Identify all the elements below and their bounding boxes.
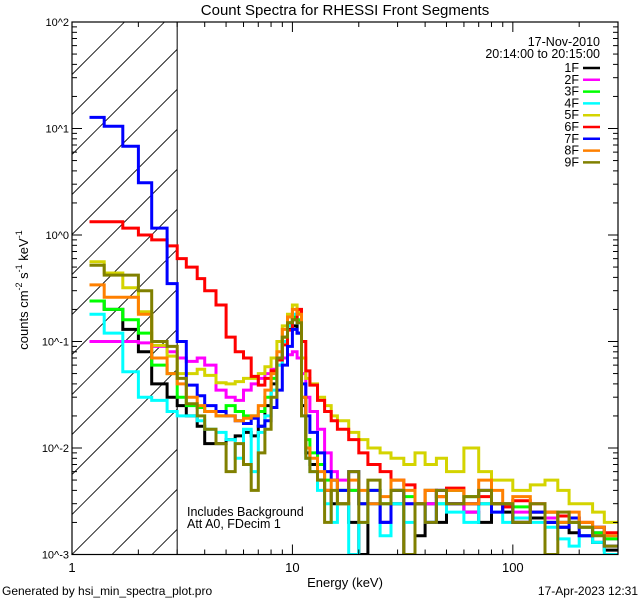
legend-label-2F: 2F [564,73,579,87]
y-tick-label: 10^1 [45,124,69,136]
y-label-exp2: -1 [14,264,24,272]
x-tick-label: 10 [285,560,299,575]
y-label-mid: s [16,272,31,283]
legend-date: 17-Nov-2010 [528,35,600,49]
hatch-line [72,168,177,276]
footer-timestamp: 17-Apr-2023 12:31 [538,584,638,598]
legend-label-8F: 8F [564,144,579,158]
legend-label-5F: 5F [564,108,579,122]
hatch-line [72,248,177,356]
hatch-line [72,22,166,116]
axis-tick-labels: 1 10 100 [68,560,523,575]
hatch-line [72,128,177,236]
legend-label-1F: 1F [564,61,579,75]
hatch-line [111,488,177,555]
legend-label-9F: 9F [564,155,579,169]
plot-frame [71,21,619,556]
legend-label-6F: 6F [564,120,579,134]
x-tick-label: 100 [502,560,524,575]
y-tick-label: 10^0 [45,230,69,242]
annotation-background: Includes Background [187,505,304,519]
annotation-attenuator: Att A0, FDecim 1 [187,517,281,531]
series-9F [89,263,618,555]
series-1F [89,299,618,555]
footer-generated-by: Generated by hsi_min_spectra_plot.pro [2,584,212,598]
chart-title: Count Spectra for RHESSI Front Segments [201,2,489,19]
y-tick-labels: 10^-3 10^-2 10^-1 10^0 10^1 10^2 [42,17,69,562]
hatch-line [312,0,640,555]
legend-label-4F: 4F [564,96,579,110]
x-axis-label: Energy (keV) [307,575,383,590]
hatch-line [72,48,177,156]
y-label-exp1: -2 [14,282,24,290]
legend-label-3F: 3F [564,85,579,99]
axis-ticks [71,21,619,555]
y-tick-label: 10^-2 [42,443,69,455]
series-group [89,115,618,555]
x-tick-label: 1 [68,560,75,575]
legend-label-7F: 7F [564,132,579,146]
y-tick-label: 10^-3 [42,550,69,562]
legend-time-range: 20:14:00 to 20:15:00 [485,47,600,61]
series-5F [89,260,618,524]
hatch-line [72,368,177,476]
series-7F [89,115,618,548]
y-label-base: counts cm [16,290,31,349]
y-tick-label: 10^2 [45,17,69,29]
hatch-line [72,408,177,516]
y-axis-label: counts cm-2 s-1 keV-1 [14,230,31,349]
hatch-line [392,0,640,555]
y-label-exp3: -1 [14,230,24,238]
hatch-line [352,0,640,555]
y-label-mid2: keV [16,238,31,264]
hatch-line [72,448,177,555]
y-tick-label: 10^-1 [42,337,69,349]
